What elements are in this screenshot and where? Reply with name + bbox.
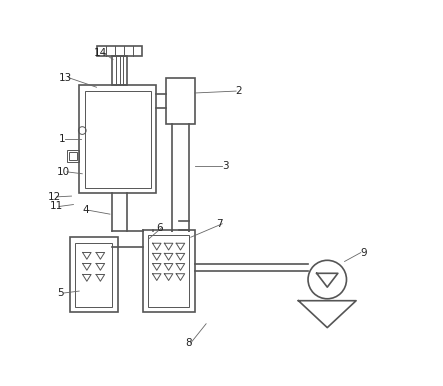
Text: 3: 3 — [222, 161, 229, 171]
Bar — [166, 78, 194, 124]
Text: 12: 12 — [48, 192, 61, 202]
Text: 14: 14 — [94, 47, 107, 58]
Bar — [112, 56, 127, 85]
Text: 5: 5 — [58, 288, 64, 298]
Bar — [70, 237, 118, 312]
Text: 2: 2 — [236, 86, 242, 96]
Bar — [69, 152, 77, 160]
Text: 9: 9 — [361, 247, 367, 257]
Text: 8: 8 — [186, 338, 192, 348]
Bar — [79, 85, 156, 193]
Text: 7: 7 — [216, 219, 223, 229]
Bar — [75, 243, 112, 307]
Text: 11: 11 — [50, 201, 63, 212]
Bar — [148, 235, 189, 307]
Text: 13: 13 — [59, 73, 72, 83]
Text: 4: 4 — [83, 205, 89, 215]
Text: 10: 10 — [57, 167, 70, 177]
Bar — [143, 230, 194, 312]
Text: 1: 1 — [58, 134, 65, 144]
Text: 6: 6 — [156, 223, 163, 233]
Bar — [67, 150, 79, 162]
Bar — [97, 46, 142, 56]
Bar — [85, 91, 151, 188]
